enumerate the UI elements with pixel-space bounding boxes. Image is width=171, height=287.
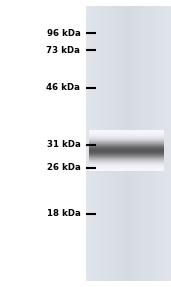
Bar xyxy=(104,6,105,281)
Bar xyxy=(147,6,149,281)
Bar xyxy=(131,6,133,281)
Bar xyxy=(161,6,162,281)
Bar xyxy=(105,6,106,281)
Bar xyxy=(163,6,165,281)
Bar xyxy=(126,6,127,281)
Bar xyxy=(99,6,101,281)
Bar xyxy=(86,6,87,281)
Text: 18 kDa: 18 kDa xyxy=(47,209,80,218)
Bar xyxy=(127,6,128,281)
Bar xyxy=(93,6,94,281)
Bar xyxy=(145,6,146,281)
Bar xyxy=(144,6,145,281)
Bar xyxy=(106,6,107,281)
Bar xyxy=(137,6,138,281)
Bar xyxy=(152,6,153,281)
Bar xyxy=(134,6,135,281)
Text: 73 kDa: 73 kDa xyxy=(47,46,80,55)
Bar xyxy=(116,6,118,281)
Bar xyxy=(97,6,98,281)
Bar xyxy=(141,6,142,281)
Bar xyxy=(101,6,102,281)
Text: 96 kDa: 96 kDa xyxy=(47,28,80,38)
Bar xyxy=(157,6,158,281)
Bar xyxy=(168,6,169,281)
Bar xyxy=(119,6,120,281)
Bar xyxy=(91,6,92,281)
Bar xyxy=(142,6,143,281)
Bar xyxy=(124,6,125,281)
Bar xyxy=(98,6,99,281)
Bar xyxy=(123,6,124,281)
Bar xyxy=(111,6,112,281)
Bar xyxy=(90,6,91,281)
Bar xyxy=(170,6,171,281)
Bar xyxy=(86,6,171,281)
Bar xyxy=(112,6,113,281)
Bar xyxy=(128,6,129,281)
Bar xyxy=(151,6,152,281)
Bar xyxy=(160,6,161,281)
Bar xyxy=(121,6,122,281)
Bar xyxy=(158,6,159,281)
Bar xyxy=(103,6,104,281)
Bar xyxy=(150,6,151,281)
Bar xyxy=(140,6,141,281)
Bar xyxy=(89,6,90,281)
Bar xyxy=(118,6,119,281)
Bar xyxy=(149,6,150,281)
Bar xyxy=(109,6,110,281)
Bar xyxy=(146,6,147,281)
Bar xyxy=(166,6,167,281)
Bar xyxy=(159,6,160,281)
Bar xyxy=(114,6,115,281)
Bar xyxy=(110,6,111,281)
Bar xyxy=(169,6,170,281)
Bar xyxy=(136,6,137,281)
Text: 26 kDa: 26 kDa xyxy=(47,163,80,172)
Bar xyxy=(107,6,108,281)
Bar xyxy=(122,6,123,281)
Bar xyxy=(143,6,144,281)
Bar xyxy=(115,6,116,281)
Bar xyxy=(108,6,109,281)
Bar xyxy=(154,6,155,281)
Bar xyxy=(129,6,130,281)
Bar xyxy=(88,6,89,281)
Bar xyxy=(87,6,88,281)
Bar xyxy=(113,6,114,281)
Bar xyxy=(130,6,131,281)
Bar xyxy=(138,6,139,281)
Bar xyxy=(125,6,126,281)
Bar xyxy=(95,6,96,281)
Bar xyxy=(155,6,156,281)
Bar xyxy=(92,6,93,281)
Bar xyxy=(167,6,168,281)
Text: 46 kDa: 46 kDa xyxy=(47,83,80,92)
Bar xyxy=(165,6,166,281)
Bar xyxy=(96,6,97,281)
Bar xyxy=(135,6,136,281)
Bar xyxy=(139,6,140,281)
Bar xyxy=(133,6,134,281)
Bar xyxy=(153,6,154,281)
Text: 31 kDa: 31 kDa xyxy=(47,140,80,150)
Bar xyxy=(162,6,163,281)
Bar xyxy=(156,6,157,281)
Bar xyxy=(120,6,121,281)
Bar xyxy=(94,6,95,281)
Bar xyxy=(102,6,103,281)
